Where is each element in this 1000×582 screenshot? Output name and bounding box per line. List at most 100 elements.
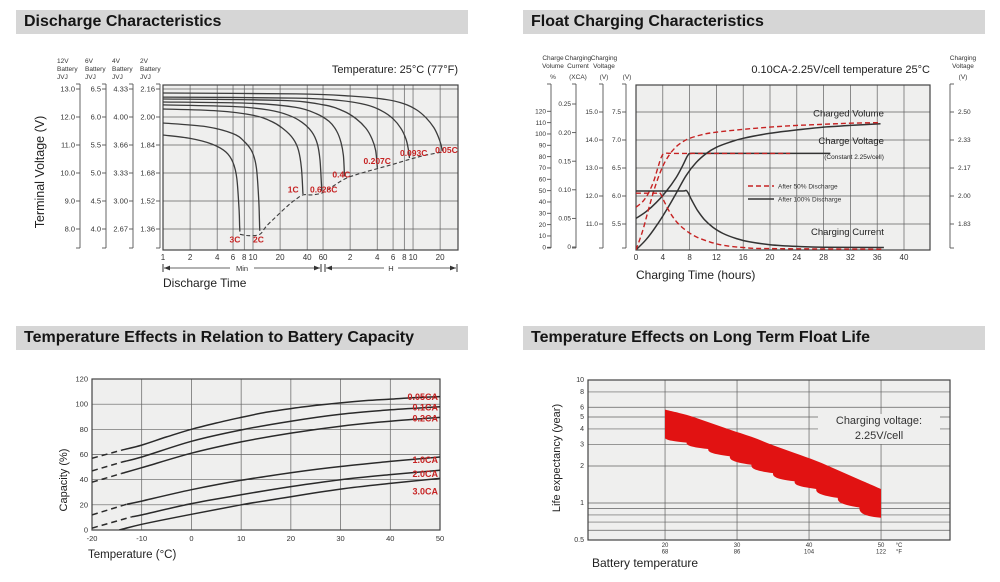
plot-border bbox=[91, 378, 441, 531]
axis-header: Volume bbox=[542, 63, 564, 70]
y-tick-label: 6.5 bbox=[91, 85, 101, 94]
plot-border bbox=[635, 84, 931, 251]
axis-header: Voltage bbox=[952, 63, 974, 70]
x-tick-label: 24 bbox=[792, 253, 801, 262]
curve-label: 1.0CA bbox=[412, 455, 438, 465]
x-tick-label: 8 bbox=[687, 253, 692, 262]
axis-header: 6V bbox=[85, 58, 94, 65]
x-tick-label: 2 bbox=[188, 253, 193, 262]
x-tick-label: 16 bbox=[739, 253, 748, 262]
y-tick-label: 0.25 bbox=[558, 101, 571, 108]
y-tick-label: 8 bbox=[580, 389, 584, 396]
y-tick-label: 2.00 bbox=[958, 193, 971, 200]
arrowhead-left bbox=[326, 265, 332, 271]
legend-label: After 100% Discharge bbox=[778, 197, 842, 204]
curve-label: (Constant 2.25v/cell) bbox=[824, 154, 884, 161]
arrowhead-right bbox=[450, 265, 456, 271]
curve-label: 0.093C bbox=[400, 148, 427, 158]
series-path bbox=[163, 96, 411, 159]
arrowhead-right bbox=[314, 265, 320, 271]
y-tick-label: 13.0 bbox=[585, 165, 598, 172]
cutoff-locus-path bbox=[239, 151, 443, 237]
series-path bbox=[636, 123, 881, 250]
y-tick-label: 5 bbox=[580, 414, 584, 421]
y-tick-label: 2.00 bbox=[140, 113, 155, 122]
y-tick-label: 4.5 bbox=[91, 197, 101, 206]
y-tick-label: 0.15 bbox=[558, 158, 571, 165]
y-tick-label: 5.5 bbox=[91, 141, 101, 150]
axis-header: JVJ bbox=[57, 74, 68, 81]
x-tick-label: 4 bbox=[215, 253, 220, 262]
annotation-line: 2.25V/cell bbox=[854, 430, 904, 442]
discharge-x-axis-title: Discharge Time bbox=[163, 276, 247, 290]
y-tick-label: 2 bbox=[580, 463, 584, 470]
discharge-annotation: Temperature: 25°C (77°F) bbox=[331, 64, 458, 76]
y-tick-label: 1.52 bbox=[140, 197, 155, 206]
discharge-y-axis-title: Terminal Voltage (V) bbox=[33, 115, 47, 229]
y-tick-label: 0 bbox=[542, 244, 546, 251]
x-tick-label: 4 bbox=[375, 253, 380, 262]
y-tick-label: 0.5 bbox=[574, 537, 584, 544]
x-tick-label-celsius: 20 bbox=[662, 543, 669, 549]
x-tick-label: 10 bbox=[409, 253, 418, 262]
y-tick-label: 1 bbox=[580, 500, 584, 507]
x-tick-label: -10 bbox=[136, 534, 147, 543]
y-tick-label: 8.0 bbox=[65, 225, 75, 234]
x-tick-label: 0 bbox=[634, 253, 639, 262]
axis-header: JVJ bbox=[85, 74, 96, 81]
x-tick-label: 60 bbox=[319, 253, 328, 262]
x-tick-label: 0 bbox=[189, 534, 193, 543]
y-tick-label: 10.0 bbox=[60, 169, 75, 178]
curve-label: 0.05CA bbox=[407, 392, 438, 402]
y-tick-label: 12.0 bbox=[60, 113, 75, 122]
y-tick-label: 40 bbox=[80, 475, 88, 484]
x-tick-label: 4 bbox=[661, 253, 666, 262]
float-life-x-axis-title: Battery temperature bbox=[592, 556, 699, 570]
x-tick-label: 40 bbox=[900, 253, 909, 262]
x-unit-celsius: °C bbox=[896, 543, 903, 549]
curve-label: 0.2CA bbox=[412, 414, 438, 424]
y-tick-label: 3.00 bbox=[113, 197, 128, 206]
discharge-title: Discharge Characteristics bbox=[24, 13, 222, 30]
series-path-dashed bbox=[92, 472, 123, 483]
series-group bbox=[665, 409, 881, 518]
axis-header: Current bbox=[567, 63, 589, 70]
x-tick-label: 30 bbox=[336, 534, 344, 543]
curve-label: 0.207C bbox=[364, 156, 391, 166]
y-tick-label: 120 bbox=[535, 109, 546, 116]
y-tick-label: 3.33 bbox=[113, 169, 128, 178]
curve-label: 2.0CA bbox=[412, 469, 438, 479]
axis-unit: % bbox=[550, 74, 556, 81]
axis-header: Voltage bbox=[593, 63, 615, 70]
x-tick-label: 20 bbox=[766, 253, 775, 262]
y-tick-label: 2.67 bbox=[113, 225, 128, 234]
y-tick-label: 4.33 bbox=[113, 85, 128, 94]
plot-background bbox=[636, 85, 930, 250]
series-path-dashed bbox=[92, 449, 122, 460]
series-path-dashed bbox=[92, 503, 128, 516]
y-tick-label: 6.0 bbox=[91, 113, 101, 122]
x-tick-label: 10 bbox=[249, 253, 258, 262]
axis-header: JVJ bbox=[112, 74, 123, 81]
series-path bbox=[121, 395, 440, 451]
series-path bbox=[126, 456, 440, 505]
discharge-title-bar: Discharge Characteristics bbox=[16, 10, 468, 34]
curve-label: Charging Current bbox=[811, 227, 884, 238]
x-tick-label: 28 bbox=[819, 253, 828, 262]
series-path bbox=[163, 92, 443, 152]
plot-background bbox=[163, 85, 458, 250]
y-tick-label: 1.36 bbox=[140, 225, 155, 234]
y-tick-label: 0.05 bbox=[558, 216, 571, 223]
y-tick-label: 4 bbox=[580, 426, 584, 433]
series-group bbox=[92, 395, 440, 530]
axis-unit: (V) bbox=[959, 74, 968, 81]
y-tick-label: 80 bbox=[539, 154, 547, 161]
axis-header: Charging bbox=[565, 55, 592, 62]
series-path bbox=[163, 101, 346, 177]
series-path bbox=[121, 416, 440, 475]
x-tick-label: 1 bbox=[161, 253, 166, 262]
axis-header: 12V bbox=[57, 58, 69, 65]
float-charging-title: Float Charging Characteristics bbox=[531, 13, 764, 30]
